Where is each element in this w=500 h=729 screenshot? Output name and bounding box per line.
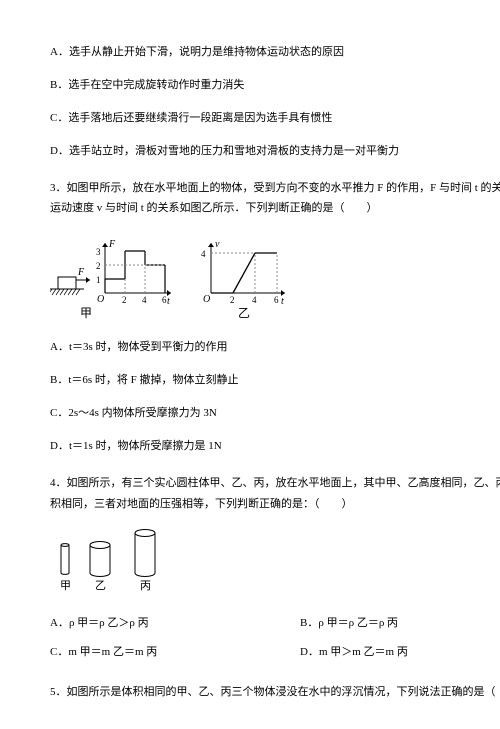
q2-option-a: A．选手从静止开始下滑，说明力是维持物体运动状态的原因 <box>50 42 500 63</box>
q3-chart-2: v t O 4 2 4 6 乙 <box>193 231 298 323</box>
svg-text:F: F <box>77 267 85 278</box>
q3-options: A．t＝3s 时，物体受到平衡力的作用 B．t＝6s 时，将 F 撤掉，物体立刻… <box>50 337 500 457</box>
svg-text:乙: 乙 <box>238 306 250 320</box>
svg-text:t: t <box>281 296 284 307</box>
svg-text:O: O <box>203 294 210 305</box>
svg-text:丙: 丙 <box>140 580 151 592</box>
svg-text:O: O <box>97 294 104 305</box>
svg-text:4: 4 <box>142 295 147 305</box>
svg-text:6: 6 <box>162 295 167 305</box>
q4-stem: 4．如图所示，有三个实心圆柱体甲、乙、丙，放在水平地面上，其中甲、乙高度相同，乙… <box>50 473 500 515</box>
q4-option-c: C．m 甲＝m 乙＝m 丙 <box>50 642 300 663</box>
q4-cylinders-svg: 甲乙丙 <box>50 527 190 593</box>
svg-text:v: v <box>215 239 220 250</box>
svg-text:甲: 甲 <box>60 580 71 592</box>
svg-text:F: F <box>108 239 116 250</box>
svg-text:2: 2 <box>122 295 127 305</box>
svg-text:乙: 乙 <box>95 579 106 592</box>
q4-figure: 甲乙丙 <box>50 527 500 593</box>
q3-option-a: A．t＝3s 时，物体受到平衡力的作用 <box>50 337 500 358</box>
q3-option-b: B．t＝6s 时，将 F 撤掉，物体立刻静止 <box>50 370 500 391</box>
svg-text:2: 2 <box>96 261 101 271</box>
q5-stem: 5．如图所示是体积相同的甲、乙、丙三个物体浸没在水中的浮沉情况，下列说法正确的是… <box>50 682 500 703</box>
q3-chart-1: F Ft O 1 2 3 2 4 6 甲 <box>50 231 175 323</box>
svg-text:4: 4 <box>252 295 257 305</box>
q3-option-c: C．2s～4s 内物体所受摩擦力为 3N <box>50 403 500 424</box>
q4-option-d: D．m 甲＞m 乙＝m 丙 <box>300 642 500 663</box>
q2-options: A．选手从静止开始下滑，说明力是维持物体运动状态的原因 B．选手在空中完成旋转动… <box>50 42 500 162</box>
svg-text:6: 6 <box>274 295 279 305</box>
svg-text:t: t <box>167 296 170 307</box>
q4-option-b: B．ρ 甲＝ρ 乙＝ρ 丙 <box>300 613 500 634</box>
svg-text:4: 4 <box>201 249 206 259</box>
q2-option-b: B．选手在空中完成旋转动作时重力消失 <box>50 75 500 96</box>
q2-option-c: C．选手落地后还要继续滑行一段距离是因为选手具有惯性 <box>50 108 500 129</box>
svg-text:2: 2 <box>230 295 235 305</box>
q3-figures: F Ft O 1 2 3 2 4 6 甲 v t O 4 2 4 6 乙 <box>50 231 500 323</box>
svg-text:1: 1 <box>96 275 101 285</box>
q3-option-d: D．t＝1s 时，物体所受摩擦力是 1N <box>50 436 500 457</box>
q4-option-a: A．ρ 甲＝ρ 乙＞ρ 丙 <box>50 613 300 634</box>
q4-options: A．ρ 甲＝ρ 乙＞ρ 丙 B．ρ 甲＝ρ 乙＝ρ 丙 C．m 甲＝m 乙＝m … <box>50 609 500 667</box>
svg-text:3: 3 <box>96 247 101 257</box>
q2-option-d: D．选手站立时，滑板对雪地的压力和雪地对滑板的支持力是一对平衡力 <box>50 141 500 162</box>
svg-text:甲: 甲 <box>80 306 92 320</box>
q3-stem: 3．如图甲所示，放在水平地面上的物体，受到方向不变的水平推力 F 的作用，F 与… <box>50 178 500 220</box>
